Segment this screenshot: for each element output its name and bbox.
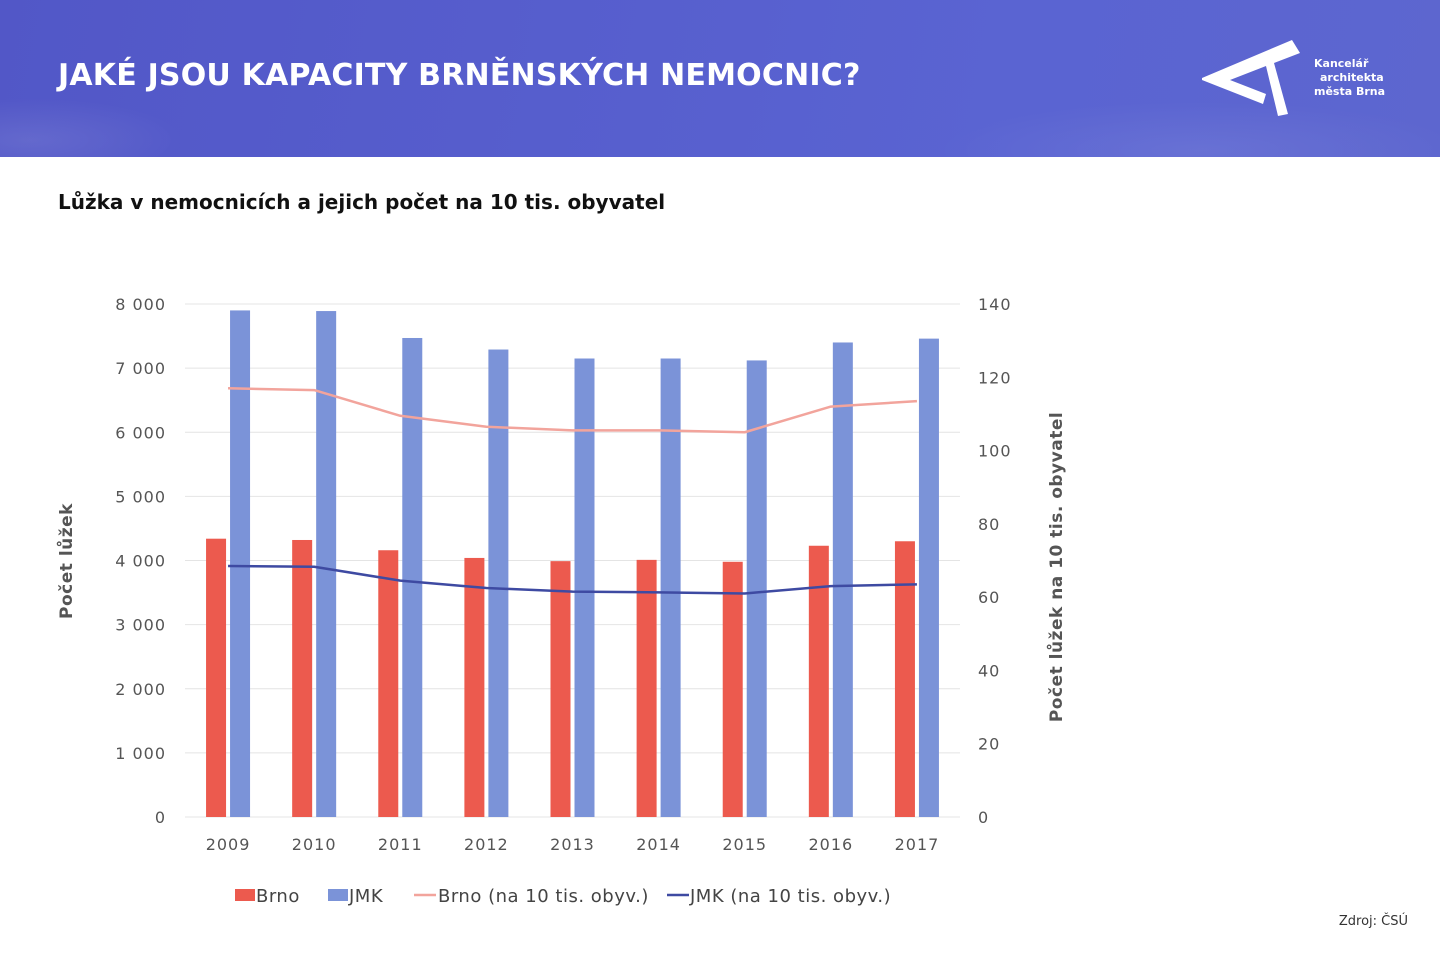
y-left-tick-label: 6 000 (115, 423, 166, 442)
legend-item-brno-swatch (235, 889, 255, 901)
x-tick-label: 2017 (895, 835, 940, 854)
bar-brno (464, 557, 485, 817)
chart-subtitle: Lůžka v nemocnicích a jejich počet na 10… (58, 190, 666, 214)
logo-line: architekta (1320, 71, 1384, 84)
y-left-tick-label: 2 000 (115, 680, 166, 699)
legend-item-jmk-label: JMK (348, 886, 384, 907)
bar-brno (292, 539, 313, 817)
y-right-axis-title: Počet lůžek na 10 tis. obyvatel (1045, 412, 1067, 722)
lines-layer (228, 387, 918, 595)
x-tick-label: 2016 (808, 835, 853, 854)
x-tick-label: 2011 (378, 835, 423, 854)
bar-brno (722, 561, 743, 817)
x-tick-label: 2012 (464, 835, 509, 854)
bars-layer (206, 310, 939, 817)
logo-line: Kancelář (1314, 57, 1369, 70)
header-background (0, 0, 1440, 157)
y-right-tick-label: 80 (978, 515, 1000, 534)
x-tick-label: 2015 (722, 835, 767, 854)
bar-brno (550, 561, 571, 817)
page-title: JAKÉ JSOU KAPACITY BRNĚNSKÝCH NEMOCNIC? (58, 58, 861, 93)
bar-jmk (832, 342, 853, 817)
bar-jmk (746, 360, 767, 817)
bar-jmk (918, 338, 939, 817)
y-right-tick-label: 100 (978, 442, 1012, 461)
legend-item-brno-per-10k-label: Brno (na 10 tis. obyv.) (438, 886, 649, 907)
logo-line: města Brna (1314, 85, 1386, 98)
y-left-tick-label: 1 000 (115, 744, 166, 763)
y-left-tick-label: 8 000 (115, 295, 166, 314)
y-right-tick-label: 0 (978, 808, 989, 827)
kam-a-logo-icon (1202, 40, 1300, 116)
header-banner: JAKÉ JSOU KAPACITY BRNĚNSKÝCH NEMOCNIC? … (0, 0, 1440, 157)
y-right-tick-label: 120 (978, 368, 1012, 387)
y-left-tick-label: 4 000 (115, 552, 166, 571)
logo-text: Kancelář architekta města Brna (1314, 57, 1385, 99)
legend-item-brno-label: Brno (256, 886, 300, 907)
grid-layer (185, 303, 960, 818)
legend-item-jmk-per-10k-label: JMK (na 10 tis. obyv.) (689, 886, 891, 907)
bar-jmk (660, 358, 681, 817)
bar-brno (894, 541, 915, 817)
y-left-tick-label: 5 000 (115, 487, 166, 506)
legend: Brno JMK Brno (na 10 tis. obyv.) JMK (na 10… (235, 886, 891, 907)
y-left-tick-label: 3 000 (115, 616, 166, 635)
y-left-tick-label: 0 (155, 808, 166, 827)
x-tick-label: 2014 (636, 835, 681, 854)
y-left-axis-title: Počet lůžek (55, 503, 77, 619)
bar-jmk (488, 349, 509, 817)
bar-brno (206, 538, 227, 817)
y-right-tick-label: 20 (978, 735, 1000, 754)
bar-jmk (574, 358, 595, 817)
x-tick-label: 2009 (206, 835, 251, 854)
legend-item-jmk-swatch (328, 889, 348, 901)
y-right-tick-label: 140 (978, 295, 1012, 314)
bar-brno (378, 550, 399, 817)
line-brno-per-10k (228, 387, 918, 434)
source-note: Zdroj: ČSÚ (1338, 914, 1408, 929)
y-right-tick-label: 40 (978, 661, 1000, 680)
x-tick-label: 2013 (550, 835, 595, 854)
bar-jmk (230, 310, 251, 817)
axes-layer: 0 1 000 2 000 3 000 4 000 5 000 6 000 7 000 8 00… (55, 295, 1067, 854)
bar-jmk (316, 311, 337, 817)
x-tick-label: 2010 (292, 835, 337, 854)
bar-brno (808, 545, 829, 817)
line-jmk-per-10k (228, 564, 917, 595)
y-left-tick-label: 7 000 (115, 359, 166, 378)
y-right-tick-label: 60 (978, 588, 1000, 607)
bar-brno (636, 559, 657, 817)
bar-jmk (402, 337, 423, 817)
